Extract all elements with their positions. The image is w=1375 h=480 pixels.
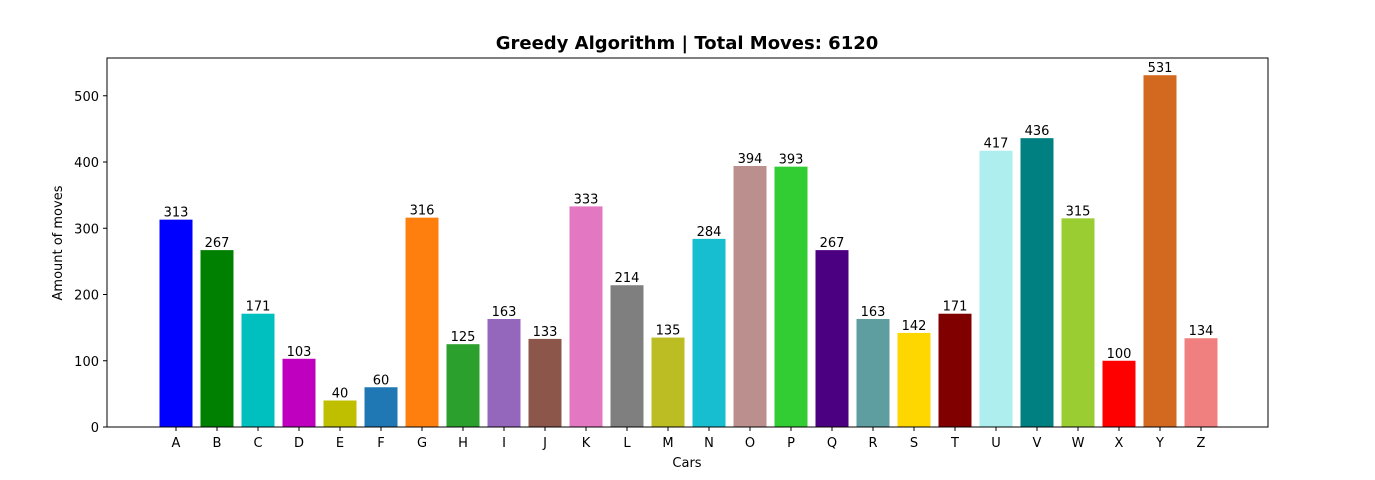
data-label-d: 103 xyxy=(287,345,312,360)
bar-y xyxy=(1143,75,1177,427)
y-axis: 0 100 200 300 400 500 xyxy=(74,90,107,436)
data-label-o: 394 xyxy=(738,152,763,167)
x-tick-label-j: J xyxy=(542,436,547,451)
y-axis-label: Amount of moves xyxy=(51,185,66,300)
data-label-r: 163 xyxy=(861,305,886,320)
data-label-m: 135 xyxy=(656,324,681,339)
bar-m xyxy=(651,337,685,427)
data-label-a: 313 xyxy=(164,206,189,221)
x-tick-label-o: O xyxy=(745,436,755,451)
x-tick-label-y: Y xyxy=(1155,436,1164,451)
plot-frame xyxy=(106,57,1269,428)
data-label-g: 316 xyxy=(410,204,435,219)
bar-z xyxy=(1184,338,1218,427)
y-tick-label-100: 100 xyxy=(74,355,99,370)
bar-f xyxy=(364,387,398,427)
x-tick-label-u: U xyxy=(991,436,1001,451)
data-label-i: 163 xyxy=(492,305,517,320)
x-axis: A B C D E F G H I J K L M N O P Q R S T U V W X Y Z xyxy=(172,427,1206,451)
data-label-f: 60 xyxy=(373,373,390,388)
x-tick-label-r: R xyxy=(868,436,877,451)
x-tick-label-x: X xyxy=(1115,436,1124,451)
y-tick-label-300: 300 xyxy=(74,222,99,237)
data-label-b: 267 xyxy=(205,236,230,251)
x-tick-label-w: W xyxy=(1072,436,1085,451)
x-tick-label-m: M xyxy=(662,436,673,451)
data-label-n: 284 xyxy=(697,225,722,240)
x-tick-label-p: P xyxy=(787,436,795,451)
x-tick-label-t: T xyxy=(950,436,959,451)
x-tick-label-e: E xyxy=(336,436,344,451)
chart-title: Greedy Algorithm | Total Moves: 6120 xyxy=(496,33,879,54)
bar-l xyxy=(610,285,644,427)
bar-k xyxy=(569,206,603,427)
bar-i xyxy=(487,319,521,427)
data-label-v: 436 xyxy=(1025,124,1050,139)
data-label-x: 100 xyxy=(1107,347,1132,362)
bar-h xyxy=(446,344,480,427)
bar-s xyxy=(897,332,931,427)
y-tick-label-200: 200 xyxy=(74,289,99,304)
x-tick-label-k: K xyxy=(582,436,591,451)
x-tick-label-v: V xyxy=(1033,436,1042,451)
x-tick-label-i: I xyxy=(502,436,506,451)
bar-w xyxy=(1061,218,1095,427)
data-label-z: 134 xyxy=(1189,324,1214,339)
bar-r xyxy=(856,319,890,427)
data-label-p: 393 xyxy=(779,153,804,168)
x-tick-label-h: H xyxy=(458,436,468,451)
x-axis-label: Cars xyxy=(672,456,701,471)
data-label-q: 267 xyxy=(820,236,845,251)
bar-u xyxy=(979,150,1013,427)
data-labels-group: 313 267 171 103 40 60 316 125 163 133 333 214 135 284… xyxy=(164,61,1214,401)
bar-q xyxy=(815,250,849,427)
bar-j xyxy=(528,338,562,427)
bar-c xyxy=(241,313,275,427)
data-label-t: 171 xyxy=(943,300,968,315)
data-label-l: 214 xyxy=(615,271,640,286)
data-label-y: 531 xyxy=(1148,61,1173,76)
x-tick-label-n: N xyxy=(704,436,714,451)
bar-p xyxy=(774,166,808,428)
data-label-k: 333 xyxy=(574,192,599,207)
data-label-h: 125 xyxy=(451,330,476,345)
y-tick-label-400: 400 xyxy=(74,156,99,171)
x-tick-label-l: L xyxy=(623,436,631,451)
bar-t xyxy=(938,313,972,427)
data-label-s: 142 xyxy=(902,319,927,334)
bar-n xyxy=(692,238,726,427)
y-tick-label-0: 0 xyxy=(91,421,99,436)
x-tick-label-a: A xyxy=(172,436,181,451)
x-tick-label-z: Z xyxy=(1197,436,1206,451)
x-tick-label-g: G xyxy=(417,436,427,451)
x-tick-label-f: F xyxy=(377,436,384,451)
y-tick-label-500: 500 xyxy=(74,90,99,105)
data-label-w: 315 xyxy=(1066,204,1091,219)
data-label-j: 133 xyxy=(533,325,558,340)
bar-o xyxy=(733,165,767,428)
x-tick-label-d: D xyxy=(294,436,304,451)
bar-v xyxy=(1020,138,1054,427)
bars-group xyxy=(159,75,1218,428)
bar-g xyxy=(405,217,439,427)
bar-a xyxy=(159,219,193,427)
x-tick-label-q: Q xyxy=(827,436,837,451)
bar-b xyxy=(200,250,234,427)
data-label-c: 171 xyxy=(246,300,271,315)
data-label-u: 417 xyxy=(984,137,1009,152)
x-tick-label-b: B xyxy=(213,436,222,451)
bar-x xyxy=(1102,360,1136,427)
x-tick-label-c: C xyxy=(253,436,262,451)
bar-d xyxy=(282,358,316,427)
data-label-e: 40 xyxy=(332,387,349,402)
bar-e xyxy=(323,400,357,427)
x-tick-label-s: S xyxy=(910,436,918,451)
